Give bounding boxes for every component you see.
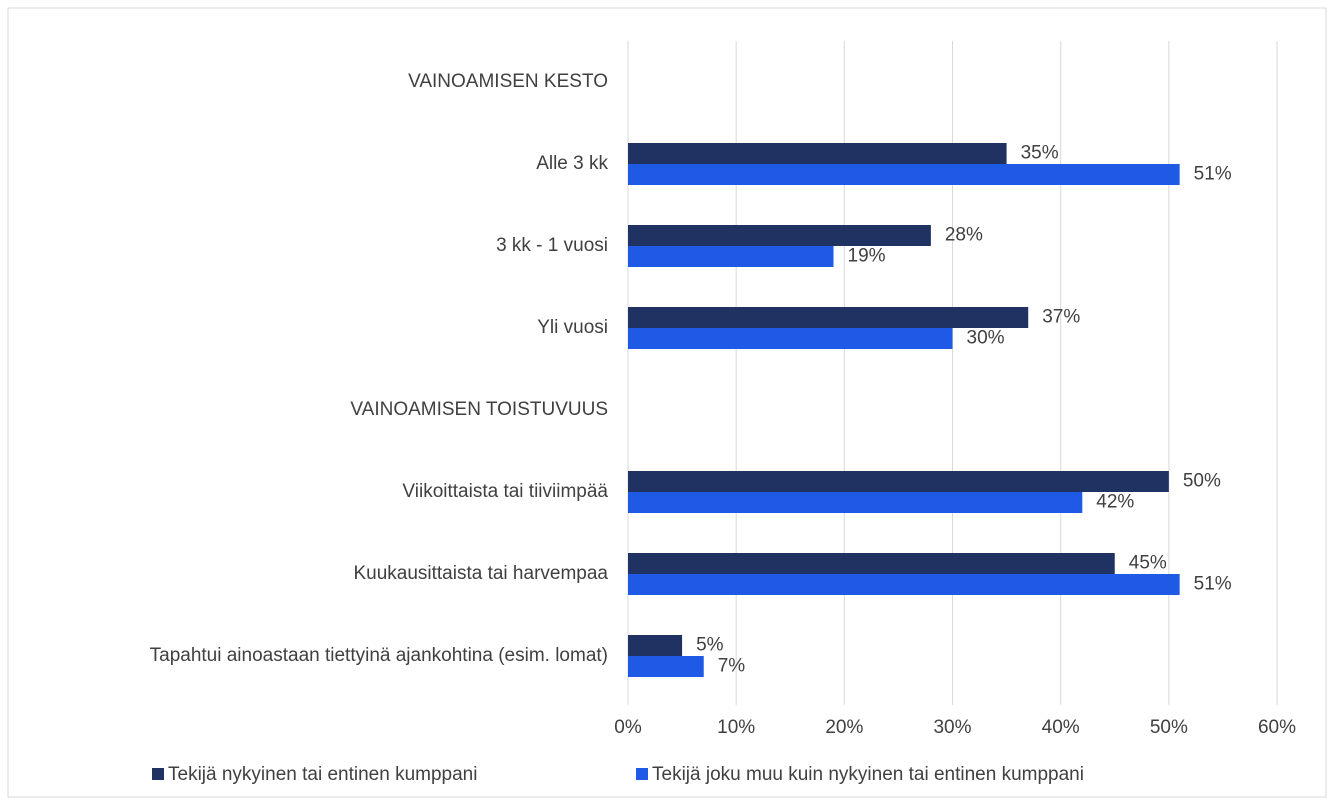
bar [628,143,1007,164]
x-tick-label: 20% [825,717,863,738]
bar [628,635,683,656]
data-label: 30% [967,328,1005,349]
x-tick-label: 60% [1258,717,1296,738]
bar [628,164,1180,185]
data-label: 37% [1042,307,1080,328]
y-tick-label: VAINOAMISEN TOISTUVUUS [350,399,608,420]
data-label: 5% [696,635,724,656]
bar [628,574,1180,595]
y-tick-label: 3 kk - 1 vuosi [496,235,608,256]
data-label: 19% [848,246,886,267]
bar [628,471,1169,492]
x-tick-label: 0% [614,717,642,738]
bar [628,492,1083,513]
data-label: 35% [1021,143,1059,164]
chart-border [7,7,1327,798]
data-label: 7% [718,656,746,677]
data-label: 42% [1096,492,1134,513]
bar [628,553,1115,574]
data-label: 45% [1129,553,1167,574]
y-tick-label: Yli vuosi [537,317,608,338]
legend-swatch [152,768,164,780]
bar [628,246,834,267]
y-tick-label: Viikoittaista tai tiiviimpää [402,481,608,502]
y-tick-label: Tapahtui ainoastaan tiettyinä ajankohtin… [150,645,608,666]
bar [628,307,1029,328]
y-tick-label: Alle 3 kk [536,153,608,174]
data-label: 50% [1183,471,1221,492]
legend-label: Tekijä joku muu kuin nykyinen tai entine… [652,764,1084,785]
data-label: 51% [1194,574,1232,595]
bar [628,225,931,246]
x-tick-label: 10% [717,717,755,738]
x-tick-label: 50% [1150,717,1188,738]
y-tick-label: VAINOAMISEN KESTO [408,71,608,92]
data-label: 28% [945,225,983,246]
x-tick-label: 30% [933,717,971,738]
data-label: 51% [1194,164,1232,185]
bar [628,656,704,677]
legend-label: Tekijä nykyinen tai entinen kumppani [168,764,477,785]
y-tick-label: Kuukausittaista tai harvempaa [353,563,608,584]
bar [628,328,953,349]
x-tick-label: 40% [1042,717,1080,738]
legend-swatch [636,768,648,780]
